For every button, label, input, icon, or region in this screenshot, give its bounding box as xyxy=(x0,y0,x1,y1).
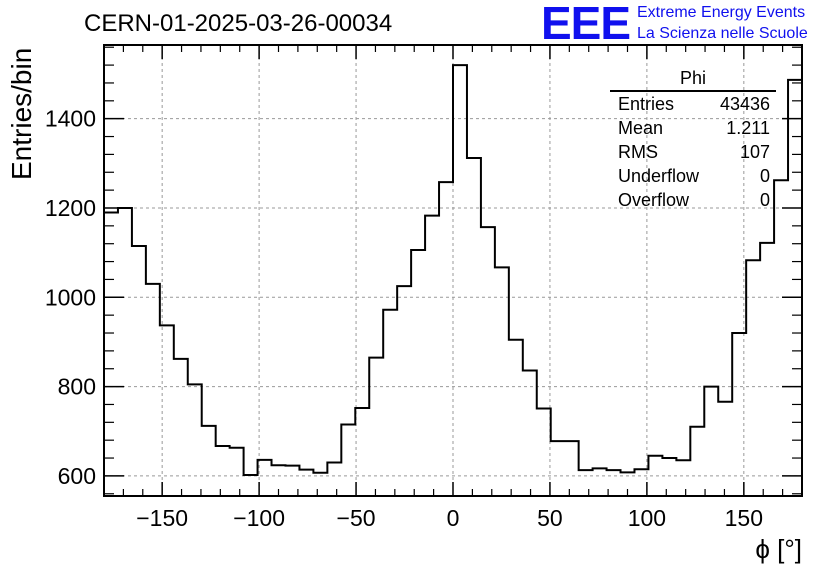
stat-row: Underflow 0 xyxy=(610,164,776,188)
eee-logo: EEE xyxy=(541,0,631,49)
x-axis: −150 −100 −50 0 50 100 150 xyxy=(103,45,803,531)
x-tick-label: 150 xyxy=(725,505,763,531)
y-tick-label: 1000 xyxy=(45,284,96,310)
x-tick-label: 0 xyxy=(447,505,460,531)
stat-row: Mean 1.211 xyxy=(610,116,776,140)
x-tick-label: −150 xyxy=(136,505,188,531)
histogram-line xyxy=(104,64,802,477)
stat-label: Overflow xyxy=(618,190,690,210)
stat-label: Mean xyxy=(618,118,664,138)
stat-value: 0 xyxy=(759,190,770,210)
stat-value: 0 xyxy=(759,166,770,186)
stat-value: 43436 xyxy=(719,94,770,114)
x-axis-label: ϕ [°] xyxy=(755,534,802,564)
x-tick-label: −50 xyxy=(337,505,376,531)
stats-title: Phi xyxy=(610,68,776,92)
stat-label: RMS xyxy=(618,142,658,162)
stat-value: 107 xyxy=(739,142,770,162)
y-tick-label: 600 xyxy=(58,463,96,489)
logo-line-2: La Scienza nelle Scuole xyxy=(637,25,808,42)
logo-line-1: Extreme Energy Events xyxy=(637,4,806,21)
stat-label: Underflow xyxy=(618,166,700,186)
stat-label: Entries xyxy=(618,94,675,114)
y-tick-label: 1400 xyxy=(45,106,96,132)
stat-value: 1.211 xyxy=(726,118,770,138)
stat-row: Entries 43436 xyxy=(610,92,776,116)
x-tick-label: 50 xyxy=(537,505,563,531)
y-tick-label: 1200 xyxy=(45,195,96,221)
x-tick-label: −100 xyxy=(233,505,285,531)
y-tick-label: 800 xyxy=(58,374,96,400)
stat-row: Overflow 0 xyxy=(610,188,776,212)
x-tick-label: 100 xyxy=(628,505,666,531)
chart-title: CERN-01-2025-03-26-00034 xyxy=(84,10,393,37)
y-axis: 600 800 1000 1200 1400 xyxy=(45,46,802,495)
y-axis-label: Entries/bin xyxy=(6,47,37,180)
stat-row: RMS 107 xyxy=(610,140,776,164)
stats-box: Phi Entries 43436 Mean 1.211 RMS 107 Und… xyxy=(610,68,776,212)
